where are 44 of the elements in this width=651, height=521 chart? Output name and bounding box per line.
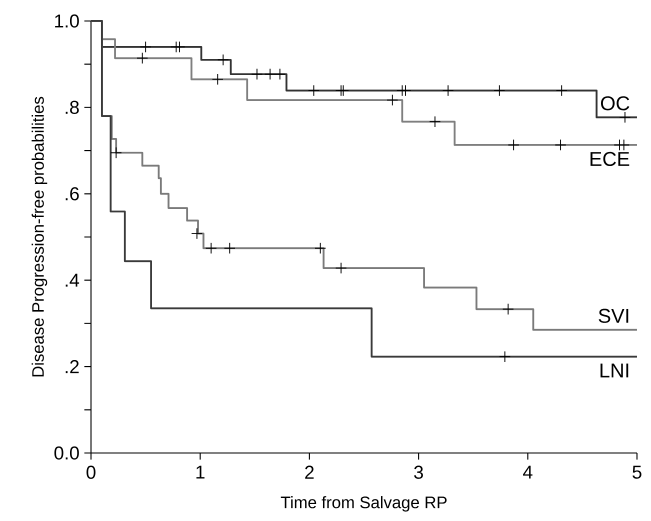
point	[140, 41, 152, 53]
y-tick-label: 0.0	[54, 446, 79, 460]
point	[508, 139, 520, 151]
point	[554, 139, 566, 151]
x-tick-label: 5	[632, 466, 642, 479]
y-tick-label: .8	[66, 100, 79, 114]
y-tick-label: 1.0	[55, 14, 79, 28]
y-axis-title: Disease Progression-free probabilities	[32, 96, 48, 376]
point	[556, 84, 568, 96]
point	[191, 228, 203, 240]
series-label: ECE	[590, 152, 630, 166]
point	[212, 74, 224, 86]
y-tick-label: .4	[66, 274, 80, 287]
point	[274, 68, 286, 80]
point	[337, 84, 350, 96]
point	[174, 41, 186, 53]
point	[264, 68, 276, 80]
series-label: OC	[600, 96, 630, 110]
point	[619, 112, 631, 124]
point	[429, 116, 441, 128]
x-tick-label: 4	[523, 466, 532, 479]
point	[502, 303, 514, 315]
point	[308, 84, 320, 96]
point	[205, 242, 217, 254]
point	[335, 262, 347, 274]
point	[251, 68, 263, 80]
y-tick-label: .2	[66, 360, 79, 374]
x-tick-label: 3	[414, 466, 423, 479]
series-label: LNI	[600, 364, 628, 378]
point	[494, 84, 506, 96]
point	[224, 242, 236, 254]
point	[442, 84, 454, 96]
x-tick-label: 2	[305, 466, 314, 479]
point	[386, 94, 398, 106]
point	[217, 54, 229, 66]
y-tick-label: .6	[66, 187, 79, 200]
series-label: SVI	[598, 308, 628, 323]
x-tick-label: 0	[86, 466, 96, 479]
point	[110, 146, 122, 159]
point	[136, 52, 148, 64]
point	[314, 242, 326, 254]
point	[499, 350, 511, 362]
x-tick-label: 1	[196, 466, 204, 479]
x-axis-title: Time from Salvage RP	[280, 496, 447, 512]
